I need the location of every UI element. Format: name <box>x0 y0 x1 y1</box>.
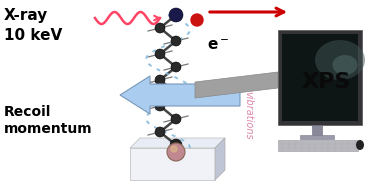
Polygon shape <box>278 30 362 125</box>
Circle shape <box>155 23 165 33</box>
Polygon shape <box>312 125 322 135</box>
Circle shape <box>170 139 182 151</box>
Circle shape <box>155 49 165 59</box>
Circle shape <box>191 14 203 26</box>
Ellipse shape <box>315 40 365 80</box>
Polygon shape <box>215 138 225 180</box>
Text: vibrations: vibrations <box>243 91 253 140</box>
Text: Recoil
momentum: Recoil momentum <box>4 105 93 136</box>
Circle shape <box>171 88 181 98</box>
Polygon shape <box>130 148 215 180</box>
Ellipse shape <box>333 55 357 75</box>
Circle shape <box>171 36 181 46</box>
Circle shape <box>167 143 185 161</box>
Polygon shape <box>300 135 334 139</box>
Text: X-ray
10 keV: X-ray 10 keV <box>4 8 62 43</box>
Polygon shape <box>278 140 358 151</box>
Text: e$^-$: e$^-$ <box>207 38 229 53</box>
Ellipse shape <box>356 140 364 150</box>
Circle shape <box>171 114 181 124</box>
Polygon shape <box>282 34 358 121</box>
Circle shape <box>171 146 177 152</box>
Polygon shape <box>195 72 278 98</box>
Circle shape <box>155 101 165 111</box>
Text: XPS: XPS <box>301 72 351 92</box>
Polygon shape <box>130 138 225 148</box>
Circle shape <box>155 127 165 137</box>
Circle shape <box>169 8 183 22</box>
FancyArrow shape <box>120 76 240 114</box>
Circle shape <box>171 62 181 72</box>
Circle shape <box>155 75 165 85</box>
